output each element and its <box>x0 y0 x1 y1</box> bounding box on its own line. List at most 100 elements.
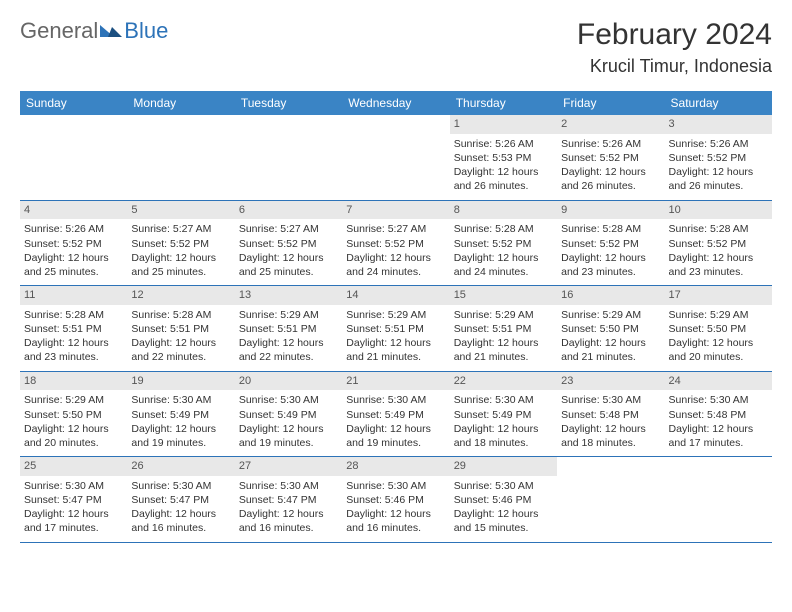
day-cell <box>342 115 449 200</box>
day-info-line: Sunrise: 5:27 AM <box>131 222 230 236</box>
logo-mark-icon <box>100 21 122 42</box>
day-info-line: Sunrise: 5:30 AM <box>131 479 230 493</box>
day-info-line: Daylight: 12 hours <box>239 507 338 521</box>
day-cell: 24Sunrise: 5:30 AMSunset: 5:48 PMDayligh… <box>665 372 772 457</box>
day-info-line: Sunset: 5:46 PM <box>454 493 553 507</box>
day-number: 23 <box>557 372 664 391</box>
weekday-cell: Thursday <box>450 91 557 115</box>
day-info-line: and 26 minutes. <box>669 179 768 193</box>
day-cell: 8Sunrise: 5:28 AMSunset: 5:52 PMDaylight… <box>450 201 557 286</box>
day-cell: 1 Sunrise: 5:26 AMSunset: 5:53 PMDaylight… <box>450 115 557 200</box>
day-info-line: Daylight: 12 hours <box>669 165 768 179</box>
day-info-line: Daylight: 12 hours <box>454 165 553 179</box>
day-info-line: Sunrise: 5:26 AM <box>24 222 123 236</box>
day-info-line: Daylight: 12 hours <box>454 336 553 350</box>
day-number: 10 <box>665 201 772 220</box>
day-number: 17 <box>665 286 772 305</box>
empty-day <box>20 115 127 133</box>
day-number: 3 <box>665 115 772 134</box>
day-number: 26 <box>127 457 234 476</box>
day-info-line: and 21 minutes. <box>454 350 553 364</box>
day-info-line: Sunrise: 5:29 AM <box>669 308 768 322</box>
day-info-line: Sunset: 5:52 PM <box>669 151 768 165</box>
day-number: 25 <box>20 457 127 476</box>
logo: General Blue <box>20 18 168 44</box>
day-number: 15 <box>450 286 557 305</box>
day-cell: 29Sunrise: 5:30 AMSunset: 5:46 PMDayligh… <box>450 457 557 542</box>
day-cell: 3Sunrise: 5:26 AMSunset: 5:52 PMDaylight… <box>665 115 772 200</box>
month-title: February 2024 <box>577 18 772 52</box>
weeks-container: 1Sunrise: 5:26 AMSunset: 5:53 PMDaylight… <box>20 115 772 543</box>
day-info-line: and 24 minutes. <box>454 265 553 279</box>
weekday-cell: Saturday <box>665 91 772 115</box>
day-info-line: Sunset: 5:51 PM <box>239 322 338 336</box>
day-cell: 16Sunrise: 5:29 AMSunset: 5:50 PMDayligh… <box>557 286 664 371</box>
day-cell: 23Sunrise: 5:30 AMSunset: 5:48 PMDayligh… <box>557 372 664 457</box>
day-cell: 4Sunrise: 5:26 AMSunset: 5:52 PMDaylight… <box>20 201 127 286</box>
day-info-line: and 25 minutes. <box>24 265 123 279</box>
day-number: 6 <box>235 201 342 220</box>
day-cell <box>665 457 772 542</box>
day-info-line: Sunset: 5:52 PM <box>239 237 338 251</box>
day-number: 1 <box>450 115 557 134</box>
day-info-line: and 18 minutes. <box>561 436 660 450</box>
day-info-line: and 19 minutes. <box>346 436 445 450</box>
empty-day <box>342 115 449 133</box>
day-info-line: Daylight: 12 hours <box>131 422 230 436</box>
day-info-line: Sunset: 5:52 PM <box>131 237 230 251</box>
day-cell: 28Sunrise: 5:30 AMSunset: 5:46 PMDayligh… <box>342 457 449 542</box>
day-info-line: Sunset: 5:53 PM <box>454 151 553 165</box>
day-cell: 9Sunrise: 5:28 AMSunset: 5:52 PMDaylight… <box>557 201 664 286</box>
day-info-line: Sunset: 5:50 PM <box>561 322 660 336</box>
day-info-line: Sunrise: 5:28 AM <box>131 308 230 322</box>
day-info-line: Daylight: 12 hours <box>346 251 445 265</box>
day-cell: 21Sunrise: 5:30 AMSunset: 5:49 PMDayligh… <box>342 372 449 457</box>
day-info-line: Daylight: 12 hours <box>239 251 338 265</box>
empty-day <box>557 457 664 475</box>
day-info-line: and 25 minutes. <box>239 265 338 279</box>
day-info-line: Sunset: 5:51 PM <box>131 322 230 336</box>
day-info-line: Sunrise: 5:29 AM <box>454 308 553 322</box>
logo-text-general: General <box>20 18 98 44</box>
week-row: 18Sunrise: 5:29 AMSunset: 5:50 PMDayligh… <box>20 372 772 458</box>
day-cell: 15Sunrise: 5:29 AMSunset: 5:51 PMDayligh… <box>450 286 557 371</box>
day-info-line: Daylight: 12 hours <box>561 251 660 265</box>
day-info-line: Daylight: 12 hours <box>669 251 768 265</box>
day-info-line: Sunset: 5:52 PM <box>454 237 553 251</box>
week-row: 1Sunrise: 5:26 AMSunset: 5:53 PMDaylight… <box>20 115 772 201</box>
title-block: February 2024 Krucil Timur, Indonesia <box>577 18 772 77</box>
day-info-line: Sunrise: 5:30 AM <box>669 393 768 407</box>
day-info-line: Sunset: 5:48 PM <box>561 408 660 422</box>
day-info-line: and 21 minutes. <box>561 350 660 364</box>
day-info-line: and 17 minutes. <box>24 521 123 535</box>
day-number: 20 <box>235 372 342 391</box>
day-info-line: Sunset: 5:52 PM <box>561 237 660 251</box>
day-info-line: Sunrise: 5:26 AM <box>454 137 553 151</box>
day-info-line: Sunrise: 5:29 AM <box>346 308 445 322</box>
day-cell: 11Sunrise: 5:28 AMSunset: 5:51 PMDayligh… <box>20 286 127 371</box>
day-cell: 10Sunrise: 5:28 AMSunset: 5:52 PMDayligh… <box>665 201 772 286</box>
day-info-line: and 22 minutes. <box>239 350 338 364</box>
day-info-line: Sunset: 5:47 PM <box>131 493 230 507</box>
day-info-line: Sunset: 5:52 PM <box>669 237 768 251</box>
day-info-line: Daylight: 12 hours <box>346 336 445 350</box>
day-info-line: and 23 minutes. <box>24 350 123 364</box>
day-info-line: Daylight: 12 hours <box>346 507 445 521</box>
day-info-line: Sunrise: 5:30 AM <box>346 393 445 407</box>
weekday-cell: Sunday <box>20 91 127 115</box>
day-info-line: and 20 minutes. <box>24 436 123 450</box>
weekday-cell: Monday <box>127 91 234 115</box>
day-info-line: Daylight: 12 hours <box>24 507 123 521</box>
day-cell <box>127 115 234 200</box>
day-info-line: Daylight: 12 hours <box>454 507 553 521</box>
day-info-line: Sunrise: 5:30 AM <box>454 479 553 493</box>
weekday-cell: Wednesday <box>342 91 449 115</box>
day-info-line: Sunset: 5:46 PM <box>346 493 445 507</box>
weekday-cell: Friday <box>557 91 664 115</box>
day-cell <box>20 115 127 200</box>
day-cell: 2Sunrise: 5:26 AMSunset: 5:52 PMDaylight… <box>557 115 664 200</box>
day-info-line: Sunrise: 5:30 AM <box>561 393 660 407</box>
day-info-line: Daylight: 12 hours <box>669 422 768 436</box>
day-number: 2 <box>557 115 664 134</box>
day-info-line: Daylight: 12 hours <box>669 336 768 350</box>
